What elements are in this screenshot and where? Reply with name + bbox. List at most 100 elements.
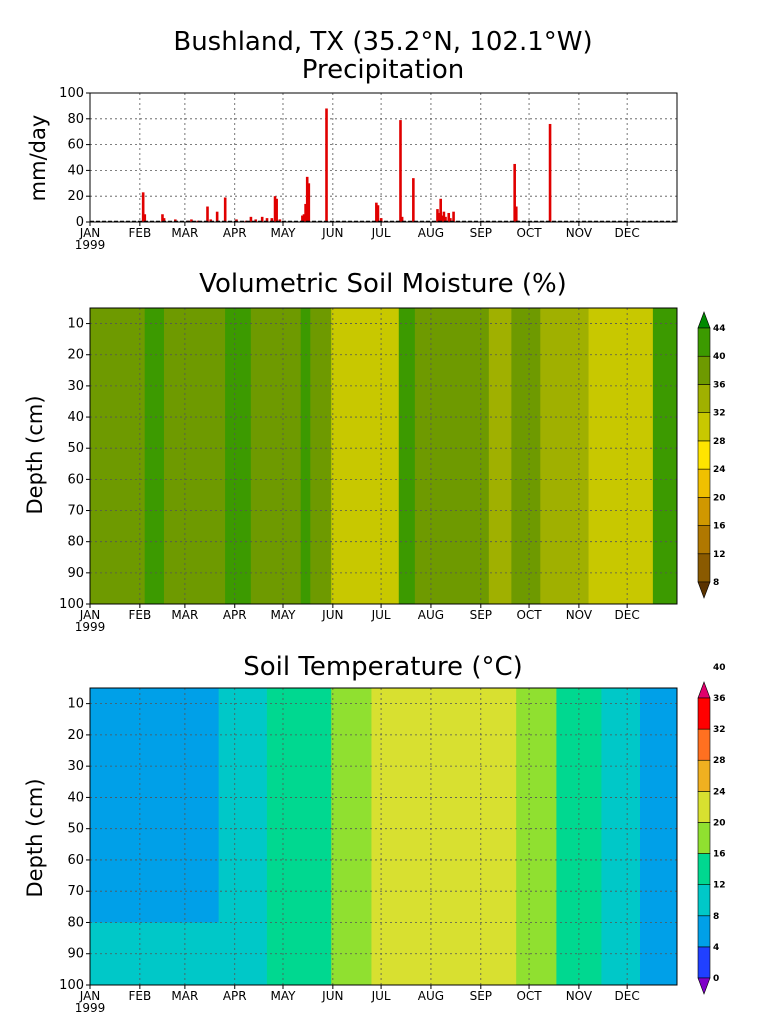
temperature-ylabel: Depth (cm) [23, 778, 47, 897]
soil-moisture-title: Volumetric Soil Moisture (%) [199, 269, 567, 299]
colorbar-segment [697, 384, 711, 413]
colorbar-tick-label: 36 [713, 380, 726, 390]
precip-bar [325, 108, 328, 222]
precip-xtick-label: JAN [79, 226, 101, 240]
colorbar-tick-label: 28 [713, 756, 726, 766]
colorbar-segment [697, 946, 711, 979]
heatmap-band [90, 308, 114, 604]
colorbar-top-arrow [697, 681, 711, 699]
precip-bar [442, 211, 446, 222]
precip-frame [89, 92, 678, 223]
temperature-panel-xtick-label: APR [223, 989, 247, 1003]
precip-bar [143, 214, 147, 222]
temperature-panel-xtick-label: MAR [171, 989, 198, 1003]
moisture-panel-xtick-label: MAY [271, 608, 297, 622]
colorbar-tick-label: 8 [713, 578, 719, 588]
moisture-panel-xtick-label: OCT [516, 608, 542, 622]
temperature-panel-ytick-label: 30 [67, 759, 84, 774]
precip-ytick-label: 40 [67, 163, 84, 178]
heatmap-band [371, 688, 461, 985]
colorbar-tick-label: 28 [713, 437, 726, 447]
moisture-panel-ytick-label: 20 [67, 348, 84, 363]
precip-xtick-label: APR [223, 226, 247, 240]
heatmap-band [488, 308, 512, 604]
temperature-panel-ytick-label: 60 [67, 853, 84, 868]
precip-ylabel: mm/day [26, 115, 50, 202]
moisture-panel-ytick-label: 80 [67, 535, 84, 550]
moisture-panel-frame [89, 307, 678, 605]
heatmap-band [300, 308, 311, 604]
colorbar-segment [697, 525, 711, 555]
heatmap-band [511, 308, 541, 604]
precip-bar [444, 216, 447, 222]
temperature-panel-ytick-label: 10 [67, 697, 84, 712]
precip-bar [400, 216, 404, 222]
precip-ytick-label: 60 [67, 138, 84, 153]
precip-bar [447, 212, 451, 222]
colorbar-segment [697, 759, 711, 792]
precip-xtick-label: SEP [470, 226, 492, 240]
precip-bar [223, 197, 227, 222]
colorbar-tick-label: 16 [713, 850, 726, 860]
moisture-ylabel: Depth (cm) [23, 395, 47, 514]
precip-xtick-label: FEB [128, 226, 151, 240]
heatmap-band [274, 308, 302, 604]
heatmap-band [310, 308, 332, 604]
colorbar-tick-label: 40 [713, 352, 726, 362]
colorbar-tick-label: 36 [713, 694, 726, 704]
moisture-panel-ytick-label: 90 [67, 566, 84, 581]
colorbar-segment [697, 327, 711, 357]
colorbar-segment [697, 822, 711, 854]
temperature-panel-field [90, 688, 677, 985]
moisture-panel-ytick-label: 40 [67, 410, 84, 425]
precip-xtick-label: MAR [171, 226, 198, 240]
soil-temperature-colorbar: 0 4 8 12 16 20 24 28 32 36 40 [697, 663, 726, 995]
heatmap-band [556, 688, 603, 985]
precip-bar [436, 209, 439, 222]
colorbar-tick-label: 44 [713, 324, 726, 334]
colorbar-segment [697, 915, 711, 948]
temperature-panel-ytick-label: 80 [67, 915, 84, 930]
precip-ytick-label: 100 [59, 86, 84, 101]
precip-bar [215, 211, 219, 222]
precip-bar [260, 216, 264, 222]
precip-bar [379, 218, 383, 222]
precip-bar [275, 198, 278, 222]
colorbar-tick-label: 24 [713, 465, 726, 475]
precip-bar [305, 176, 309, 222]
colorbar-segment [697, 853, 711, 885]
precip-ytick-label: 80 [67, 112, 84, 127]
precip-bar [452, 211, 455, 222]
moisture-panel-xtick-label: JAN [79, 608, 101, 622]
precip-xtick-label: MAY [271, 226, 297, 240]
precipitation-title: Precipitation [302, 55, 465, 85]
precip-bar [514, 206, 518, 222]
heatmap-band [266, 688, 332, 985]
moisture-panel-field [90, 308, 677, 604]
precip-bar [399, 120, 402, 222]
temperature-panel-frame [89, 687, 678, 986]
temperature-panel-xtick-label: NOV [566, 989, 593, 1003]
temperature-panel-ytick-label: 70 [67, 884, 84, 899]
colorbar-tick-label: 32 [713, 725, 726, 735]
colorbar-tick-label: 8 [713, 912, 719, 922]
colorbar-segment [697, 468, 711, 498]
moisture-panel-ytick-label: 50 [67, 441, 84, 456]
heatmap-band [640, 688, 677, 985]
moisture-panel-xtick-label: MAR [171, 608, 198, 622]
moisture-panel-xtick-label: JUL [371, 608, 391, 622]
precip-bar [439, 198, 442, 222]
moisture-panel-ytick-label: 70 [67, 504, 84, 519]
temperature-panel-xtick-label: AUG [418, 989, 444, 1003]
precip-xtick-label: 1999 [75, 238, 106, 252]
colorbar-tick-label: 20 [713, 818, 726, 828]
temperature-panel-xtick-label: 1999 [75, 1001, 106, 1015]
colorbar-top-arrow [697, 311, 711, 329]
precip-bar [162, 218, 166, 222]
colorbar-segment [697, 697, 711, 730]
moisture-panel-xtick-label: APR [223, 608, 247, 622]
precip-bar [206, 206, 209, 222]
